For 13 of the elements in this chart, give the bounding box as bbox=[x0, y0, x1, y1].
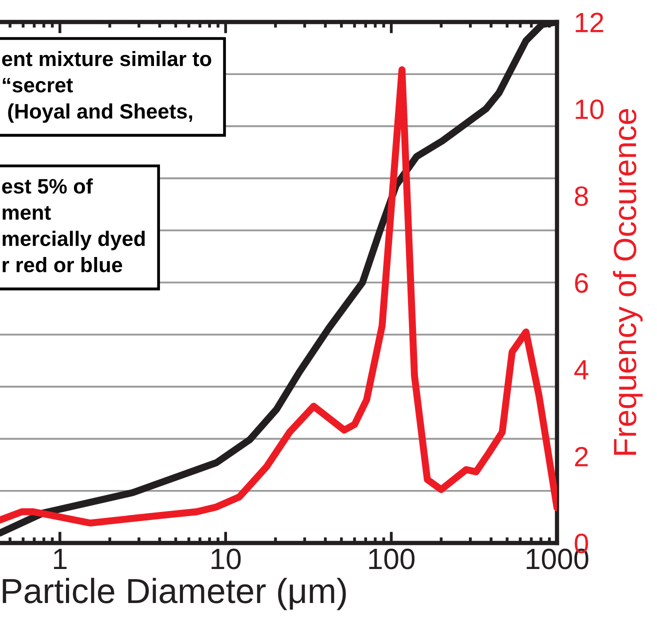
annotation: est 5% of ment mercially dyed r red or blue bbox=[2, 178, 145, 272]
x-tick-label: 10 bbox=[212, 548, 241, 570]
y-tick-label: 10 bbox=[576, 100, 604, 120]
y-tick-label: 2 bbox=[575, 446, 588, 466]
y-tick-label: 6 bbox=[575, 273, 588, 293]
y-axis-title: Frequency of Occurence bbox=[612, 109, 643, 455]
annotation: ent mixture similar to “secret (Hoyal and Sheets, bbox=[2, 50, 212, 123]
y-tick-label: 4 bbox=[574, 360, 588, 380]
x-axis-title: Particle Diameter (μm) bbox=[2, 578, 346, 610]
x-tick-label: 100 bbox=[369, 548, 414, 570]
x-tick-label: 1 bbox=[54, 548, 67, 569]
y-tick-label: 8 bbox=[574, 186, 588, 206]
y-tick-label: 12 bbox=[576, 12, 604, 32]
